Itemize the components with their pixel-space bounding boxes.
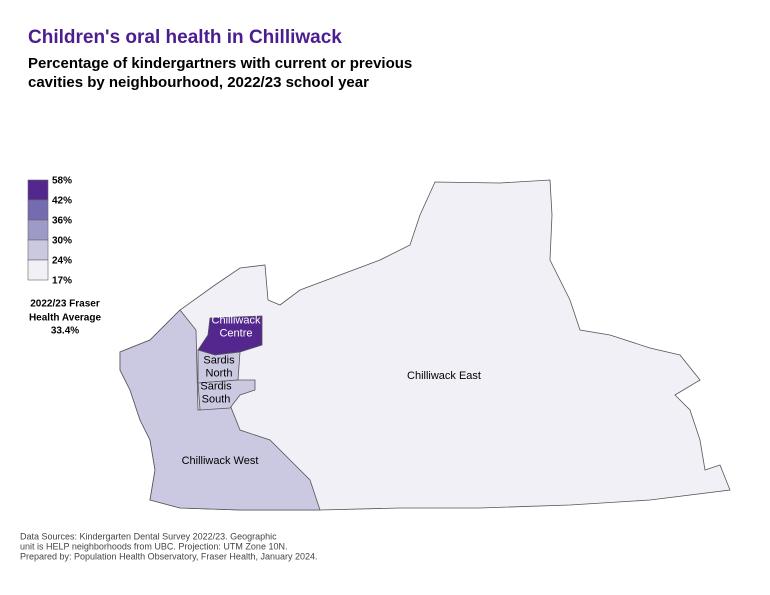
region-label: Sardis: [200, 380, 232, 392]
legend-label: 58%: [52, 176, 72, 187]
legend-label: 36%: [52, 216, 72, 227]
region-label: North: [206, 367, 233, 379]
map: [119, 179, 731, 511]
region-west: [119, 309, 321, 511]
legend-label: 30%: [52, 236, 72, 247]
legend-label: 24%: [52, 256, 72, 267]
legend-label: 17%: [52, 276, 72, 287]
subtitle: Percentage of kindergartners with curren…: [28, 55, 412, 72]
average-label: 2022/23 Fraser: [30, 299, 100, 310]
region-label: Chilliwack East: [407, 370, 481, 382]
legend-swatch: [27, 239, 49, 261]
region-label: Sardis: [203, 354, 235, 366]
average-label: Health Average: [29, 313, 102, 324]
footnote: unit is HELP neighborhoods from UBC. Pro…: [20, 541, 287, 551]
region-sardis-south: [197, 379, 256, 411]
region-label: South: [202, 393, 231, 405]
title: Children's oral health in Chilliwack: [28, 27, 342, 48]
footnote: Prepared by: Population Health Observato…: [20, 551, 318, 561]
footnote: Data Sources: Kindergarten Dental Survey…: [20, 531, 277, 541]
legend: 58% 42% 36% 30% 24% 17%: [27, 176, 72, 287]
legend-swatch: [27, 199, 49, 221]
region-labels: ChilliwackCentreSardisNorthSardisSouthCh…: [182, 314, 481, 467]
legend-swatch: [27, 179, 49, 201]
subtitle: cavities by neighbourhood, 2022/23 schoo…: [28, 74, 369, 91]
legend-swatch: [27, 219, 49, 241]
region-sardis-north: [197, 349, 241, 384]
region-label: Centre: [219, 327, 252, 339]
region-label: Chilliwack West: [182, 455, 259, 467]
legend-swatch: [27, 259, 49, 281]
region-label: Chilliwack: [212, 314, 261, 326]
legend-label: 42%: [52, 196, 72, 207]
average-value: 33.4%: [51, 326, 79, 337]
